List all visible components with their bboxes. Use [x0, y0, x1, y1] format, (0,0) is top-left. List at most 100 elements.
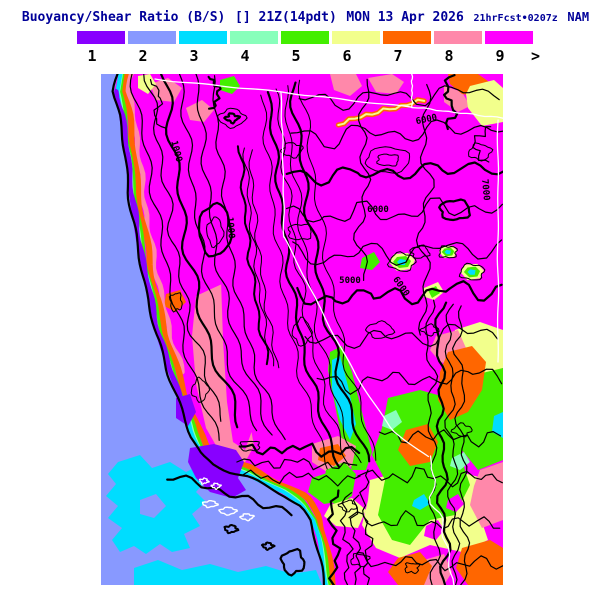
terrain-contour — [292, 239, 503, 266]
terrain-contour-loop — [450, 422, 473, 438]
terrain-contour — [260, 94, 328, 470]
terrain-contour — [149, 79, 167, 135]
filled-region — [140, 494, 166, 518]
terrain-contour — [195, 74, 273, 436]
terrain-contour-loop — [376, 153, 399, 167]
colorbar-swatch — [230, 31, 278, 44]
terrain-contour-loop — [239, 440, 261, 452]
title-run-time: [] 21Z(14pdt) — [235, 10, 337, 25]
terrain-contour-loop — [287, 223, 312, 241]
terrain-contour — [304, 323, 498, 349]
colorbar-tick-label: 7 — [393, 47, 403, 65]
filled-region — [360, 252, 380, 270]
terrain-contour — [434, 301, 452, 585]
terrain-contour-loop — [409, 244, 431, 259]
contour-label: 7000 — [479, 179, 491, 201]
title-model: NAM — [567, 10, 590, 24]
terrain-contour — [425, 299, 441, 585]
terrain-contour — [444, 303, 461, 585]
island-outline-white — [218, 506, 239, 516]
terrain-contour — [357, 467, 503, 488]
terrain-contour — [327, 489, 342, 585]
contour-label: 6000 — [367, 205, 389, 215]
colorbar-tick-label: 5 — [291, 47, 301, 65]
chart-title: Buoyancy/Shear Ratio (B/S) [] 21Z(14pdt)… — [0, 6, 611, 25]
terrain-contour-loop — [168, 292, 183, 313]
colorbar-swatch — [128, 31, 176, 44]
terrain-contour — [242, 147, 275, 367]
terrain-contour — [248, 149, 280, 369]
filled-region — [388, 552, 432, 585]
filled-region — [444, 86, 470, 112]
terrain-contour — [238, 442, 361, 458]
terrain-contour-loop — [291, 316, 313, 347]
filled-region — [330, 74, 362, 96]
state-border — [428, 455, 455, 585]
terrain-contour — [212, 75, 286, 441]
colorbar-cell: 9 — [485, 31, 533, 65]
contour-label: 1000 — [224, 217, 236, 239]
filled-region — [382, 410, 402, 430]
terrain-contour-loop — [404, 562, 421, 575]
terrain-contour — [339, 492, 354, 585]
terrain-contour — [316, 368, 503, 395]
colorbar: 1 2 3 4 5 6 7 8 9 — [77, 31, 536, 65]
terrain-contour-loop — [206, 216, 225, 249]
terrain-contour — [236, 458, 358, 471]
coastal-strip-orange — [119, 74, 336, 585]
terrain-contour-loop — [419, 323, 440, 337]
filled-region — [220, 76, 240, 94]
terrain-contour — [353, 78, 372, 281]
terrain-contour — [178, 74, 258, 432]
island-outline — [223, 524, 240, 535]
colorbar-tick-label: 2 — [138, 47, 148, 65]
filled-region — [368, 74, 404, 94]
colorbar-swatch — [383, 31, 431, 44]
colorbar-tick-label: 8 — [444, 47, 454, 65]
colorbar-swatch — [434, 31, 482, 44]
state-border — [154, 78, 413, 108]
colorbar-swatch — [485, 31, 533, 44]
colorbar-cell: 2 — [128, 31, 176, 65]
title-valid-date: MON 13 Apr 2026 — [346, 10, 464, 25]
filled-region — [324, 498, 366, 528]
terrain-contour — [349, 494, 362, 585]
ocean-cyan-patch — [134, 560, 322, 585]
terrain-contour — [242, 469, 361, 487]
terrain-contour — [284, 85, 362, 464]
terrain-contour-loop — [438, 198, 471, 222]
terrain-contour — [289, 81, 371, 463]
filled-region — [456, 540, 503, 585]
title-parameter: Buoyancy/Shear Ratio (B/S) — [21, 10, 226, 25]
colorbar-swatch — [281, 31, 329, 44]
contour-label: 5000 — [339, 276, 361, 286]
colorbar-tick-label: 3 — [189, 47, 199, 65]
state-border — [280, 91, 285, 238]
terrain-contour — [348, 510, 501, 530]
filled-region — [138, 74, 156, 94]
terrain-contour — [452, 305, 471, 585]
island-outline-white — [239, 513, 255, 522]
state-border — [410, 74, 414, 108]
ocean-region — [101, 74, 324, 585]
terrain-contour-loop — [468, 142, 494, 162]
colorbar-tick-label: 9 — [495, 47, 505, 65]
terrain-contour-loop — [190, 376, 211, 403]
terrain-contour — [143, 74, 222, 422]
colorbar-cell: 6 — [332, 31, 380, 65]
colorbar-cell: 7 — [383, 31, 431, 65]
terrain-contour — [378, 429, 502, 448]
colorbar-tick-label: 4 — [240, 47, 250, 65]
yellow-streak — [337, 98, 426, 126]
terrain-contour — [443, 74, 459, 131]
colorbar-overflow-label: > — [531, 47, 541, 65]
terrain-contour-loop — [337, 499, 358, 513]
coastline — [111, 74, 325, 585]
spot-cyan — [444, 249, 451, 255]
ocean-contour — [166, 474, 293, 517]
colorbar-tick-label: 1 — [87, 47, 97, 65]
terrain-contour — [298, 85, 500, 111]
terrain-contour-loop — [280, 142, 304, 159]
